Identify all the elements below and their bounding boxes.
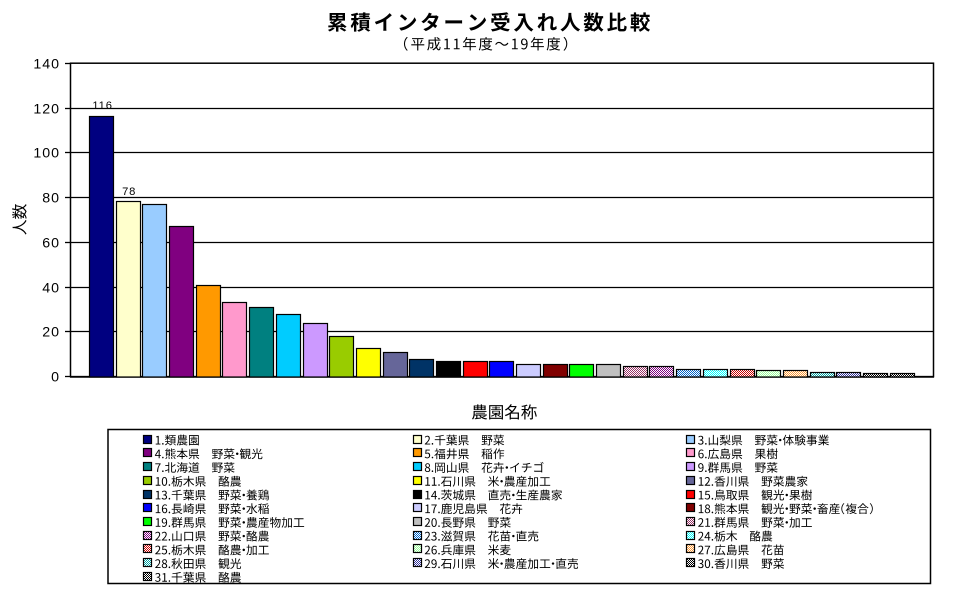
- svg-text:0: 0: [51, 370, 60, 386]
- svg-text:78: 78: [122, 186, 136, 198]
- svg-text:120: 120: [33, 102, 60, 118]
- svg-text:20: 20: [42, 325, 60, 341]
- svg-text:60: 60: [42, 236, 60, 252]
- svg-text:140: 140: [33, 57, 60, 73]
- svg-text:100: 100: [33, 146, 60, 162]
- svg-text:116: 116: [92, 100, 113, 112]
- svg-text:40: 40: [42, 281, 60, 297]
- svg-text:80: 80: [42, 191, 60, 207]
